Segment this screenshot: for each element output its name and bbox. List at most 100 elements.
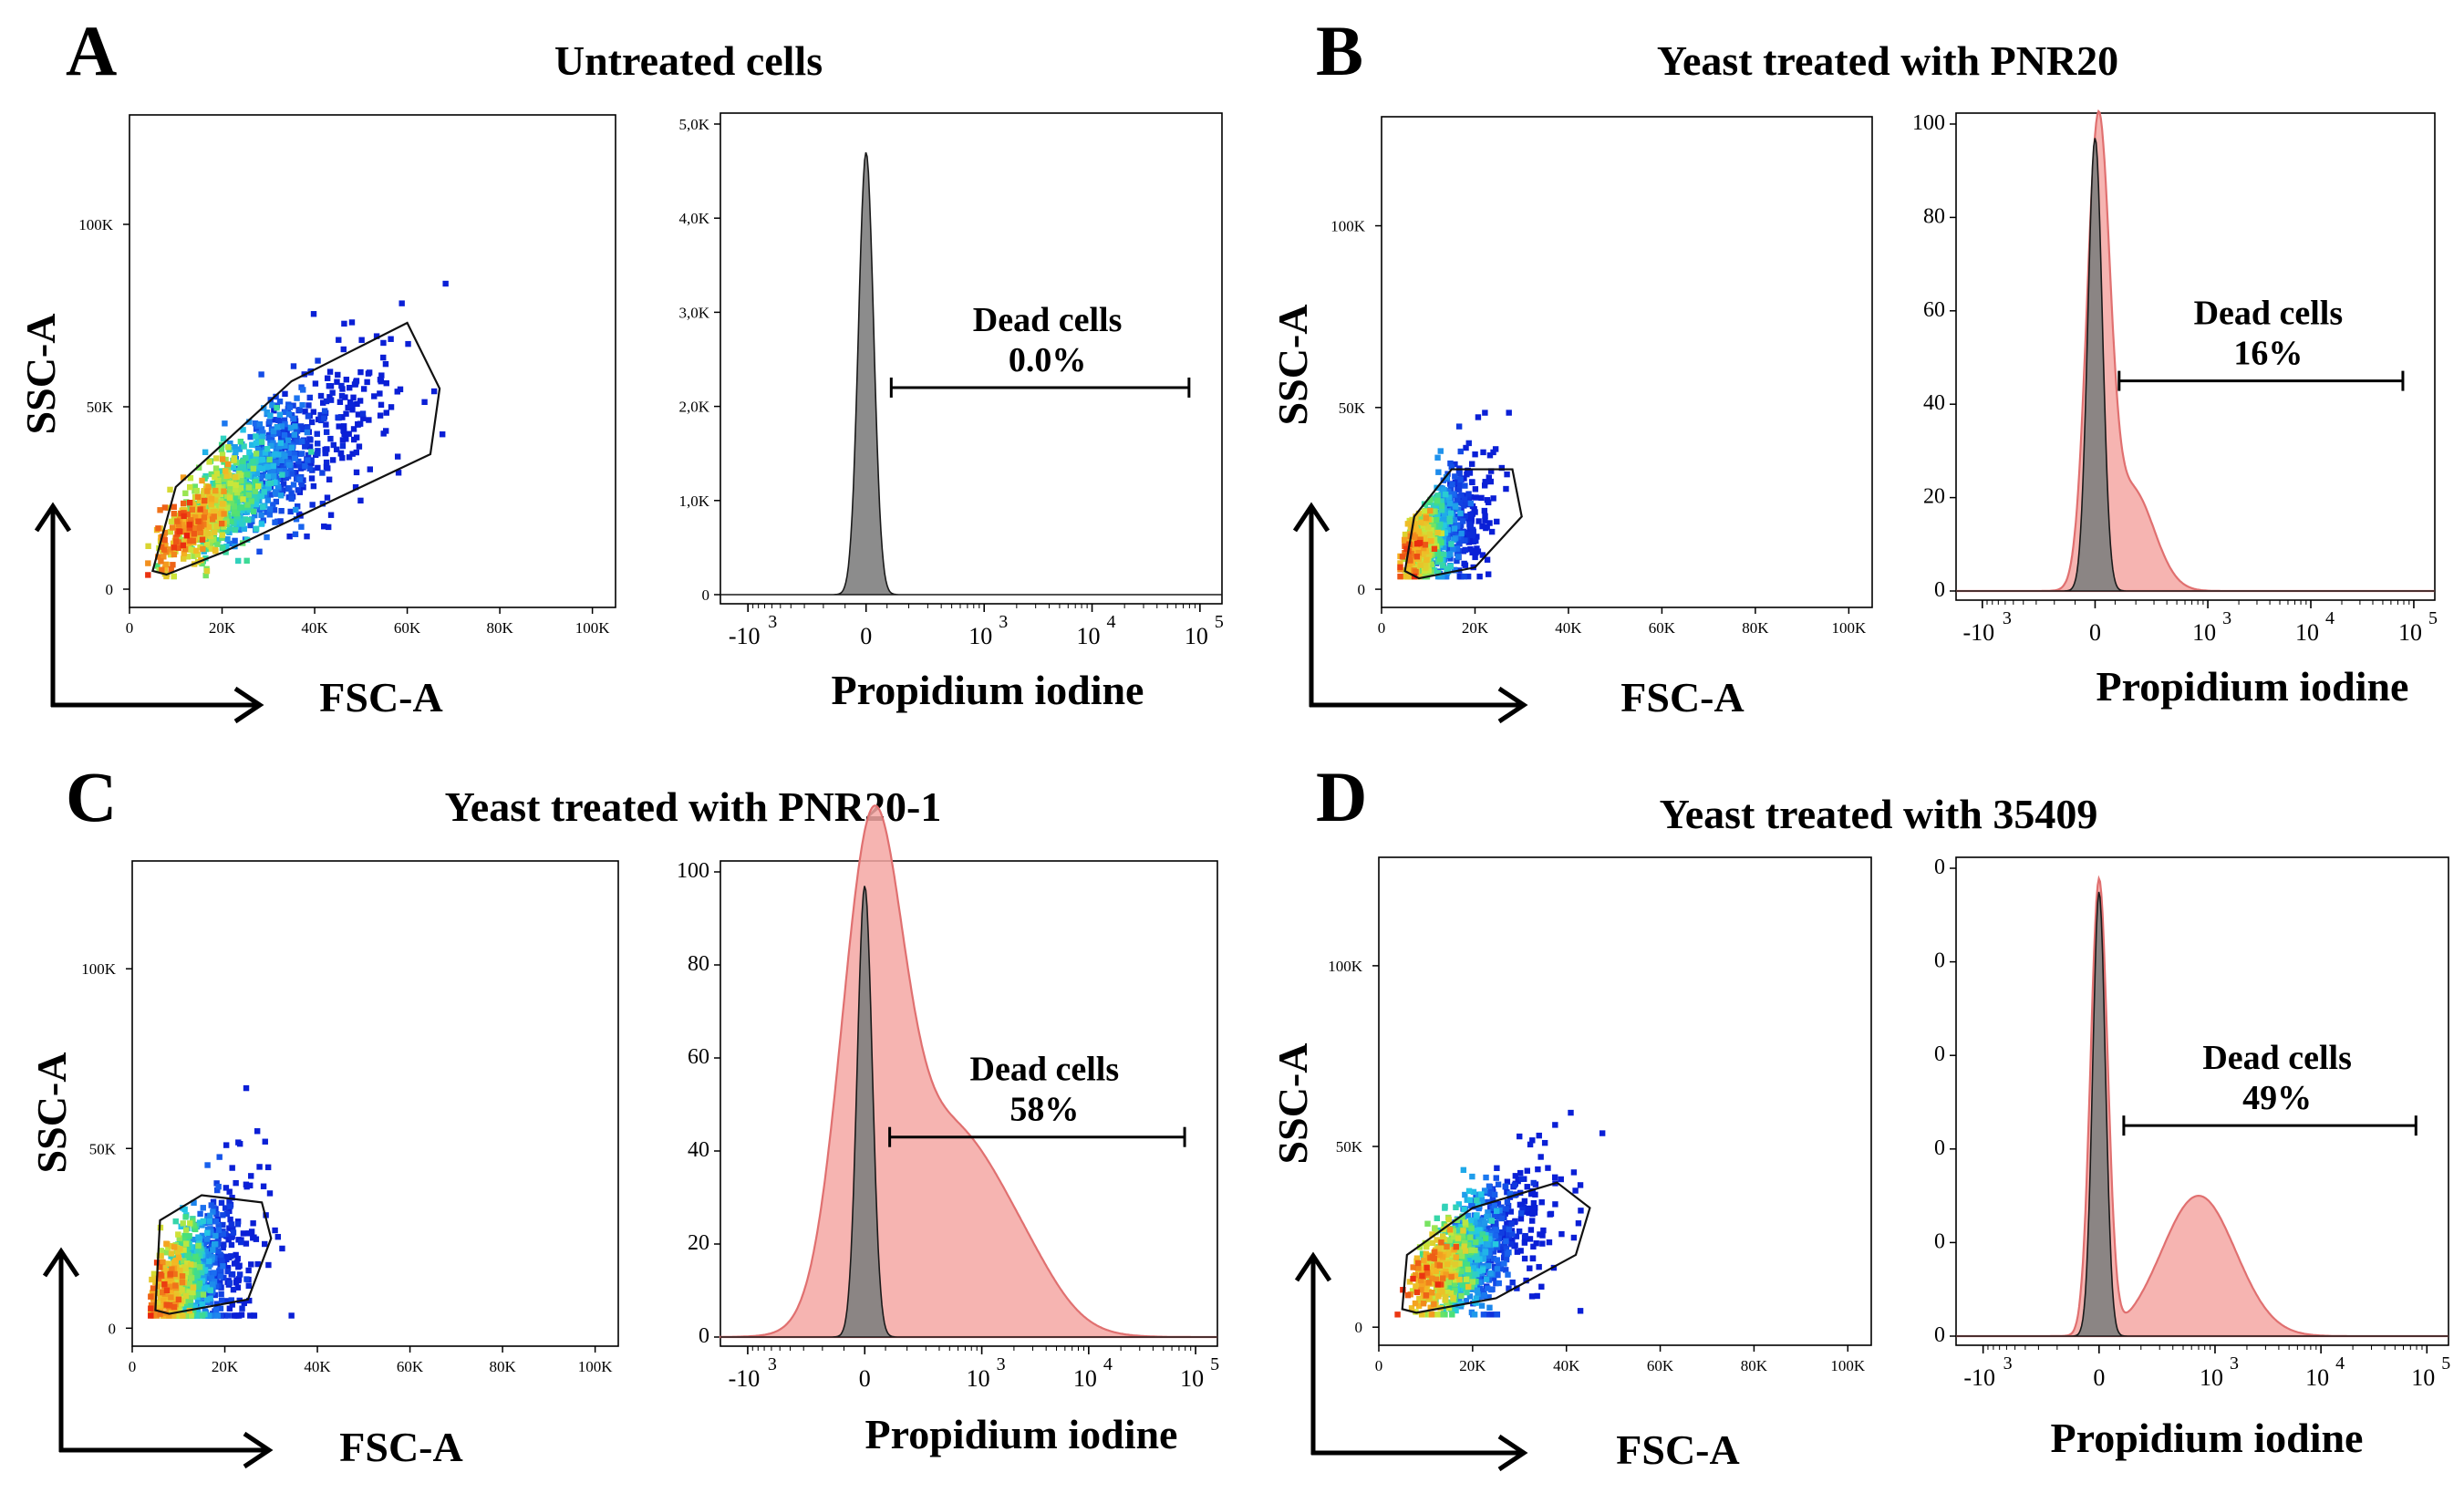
scatter-event <box>1449 1312 1455 1318</box>
scatter-event <box>1478 1199 1486 1207</box>
scatter-event <box>1446 1237 1454 1243</box>
scatter-event <box>171 551 178 558</box>
scatter-event <box>1528 1293 1536 1300</box>
scatter-event <box>1430 523 1436 530</box>
scatter-event <box>169 1266 175 1272</box>
scatter-event <box>1462 482 1468 489</box>
scatter-event <box>1460 518 1466 524</box>
scatter-event <box>255 482 262 490</box>
scatter-event <box>1455 1201 1463 1208</box>
scatter-event <box>224 1268 231 1275</box>
scatter-x-tick-label: 80K <box>489 1358 516 1375</box>
scatter-event <box>272 417 278 423</box>
scatter-event <box>235 497 242 504</box>
scatter-event <box>1521 1255 1528 1262</box>
scatter-event <box>215 537 222 544</box>
scatter-event <box>1462 1191 1468 1198</box>
scatter-event <box>239 504 245 511</box>
scatter-event <box>348 401 355 408</box>
scatter-event <box>1568 1109 1574 1116</box>
scatter-event <box>215 1222 222 1229</box>
scatter-event <box>1482 1235 1489 1241</box>
scatter-event <box>172 1218 179 1225</box>
scatter-event <box>171 510 177 517</box>
scatter-event <box>218 527 224 534</box>
scatter-event <box>189 1248 196 1254</box>
scatter-event <box>181 1206 188 1213</box>
scatter-event <box>250 458 256 465</box>
scatter-event <box>360 386 368 392</box>
scatter-event <box>161 565 169 572</box>
scatter-event <box>1512 1173 1519 1179</box>
scatter-event <box>202 1308 209 1314</box>
scatter-event <box>333 446 340 452</box>
scatter-event <box>181 1237 187 1243</box>
scatter-event <box>1529 1210 1536 1218</box>
scatter-event <box>421 399 428 406</box>
scatter-event <box>314 430 320 437</box>
scatter-event <box>1518 1176 1526 1182</box>
scatter-event <box>238 1312 245 1318</box>
scatter-event <box>193 487 200 494</box>
scatter-event <box>241 443 247 450</box>
scatter-event <box>1480 1312 1487 1318</box>
scatter-event <box>264 1164 272 1171</box>
axis-arrows-d <box>1294 1251 1528 1472</box>
scatter-event <box>1469 1173 1475 1180</box>
scatter-event <box>215 1183 222 1190</box>
scatter-event <box>1424 556 1430 564</box>
scatter-event <box>220 1212 226 1218</box>
histogram-x-tick-exponent: 5 <box>1210 1354 1219 1374</box>
scatter-event <box>187 1297 194 1303</box>
scatter-event <box>1407 557 1413 564</box>
scatter-event <box>1508 1220 1515 1227</box>
scatter-event <box>1413 1255 1421 1261</box>
scatter-event <box>294 395 300 401</box>
scatter-event <box>1445 494 1453 501</box>
scatter-event <box>1456 482 1464 489</box>
histogram-x-tick-label: 10 <box>2200 1364 2223 1391</box>
scatter-event <box>1482 1249 1489 1255</box>
scatter-event <box>168 1242 174 1249</box>
scatter-event <box>1465 1266 1472 1273</box>
scatter-event <box>209 1281 216 1288</box>
scatter-event <box>1578 1208 1584 1214</box>
scatter-event <box>1453 1243 1459 1250</box>
scatter-event <box>1490 1249 1497 1255</box>
scatter-event <box>1495 1200 1502 1208</box>
scatter-event <box>1469 1274 1476 1281</box>
scatter-event <box>262 1240 268 1248</box>
scatter-event <box>350 426 357 432</box>
scatter-event <box>1540 1227 1547 1234</box>
scatter-event <box>325 465 331 472</box>
scatter-event <box>1478 1191 1485 1198</box>
scatter-event <box>258 521 265 527</box>
histogram-y-tick-label: 4,0K <box>678 210 709 227</box>
scatter-event <box>1438 507 1445 513</box>
scatter-event <box>240 458 246 464</box>
scatter-event <box>1468 1283 1475 1291</box>
scatter-event <box>219 532 226 538</box>
scatter-event <box>1432 1225 1438 1231</box>
scatter-event <box>253 525 260 532</box>
scatter-event <box>1403 545 1410 552</box>
scatter-event <box>1418 1312 1425 1318</box>
scatter-event <box>1474 1250 1480 1257</box>
scatter-event <box>1411 537 1417 544</box>
scatter-event <box>222 420 228 427</box>
panel-letter-d: D <box>1316 757 1367 836</box>
scatter-event <box>1446 515 1453 522</box>
scatter-event <box>186 1256 192 1262</box>
scatter-event <box>277 492 285 499</box>
scatter-event <box>1537 1154 1544 1160</box>
scatter-event <box>1459 1214 1465 1220</box>
scatter-event <box>1498 1215 1506 1222</box>
scatter-event <box>203 1284 210 1291</box>
scatter-event <box>1451 525 1458 532</box>
scatter-event <box>250 465 257 472</box>
scatter-event <box>357 420 364 427</box>
scatter-event <box>274 483 282 490</box>
scatter-event <box>174 1249 181 1256</box>
histogram-x-tick-exponent: 5 <box>1215 612 1224 632</box>
scatter-event <box>1481 482 1488 489</box>
